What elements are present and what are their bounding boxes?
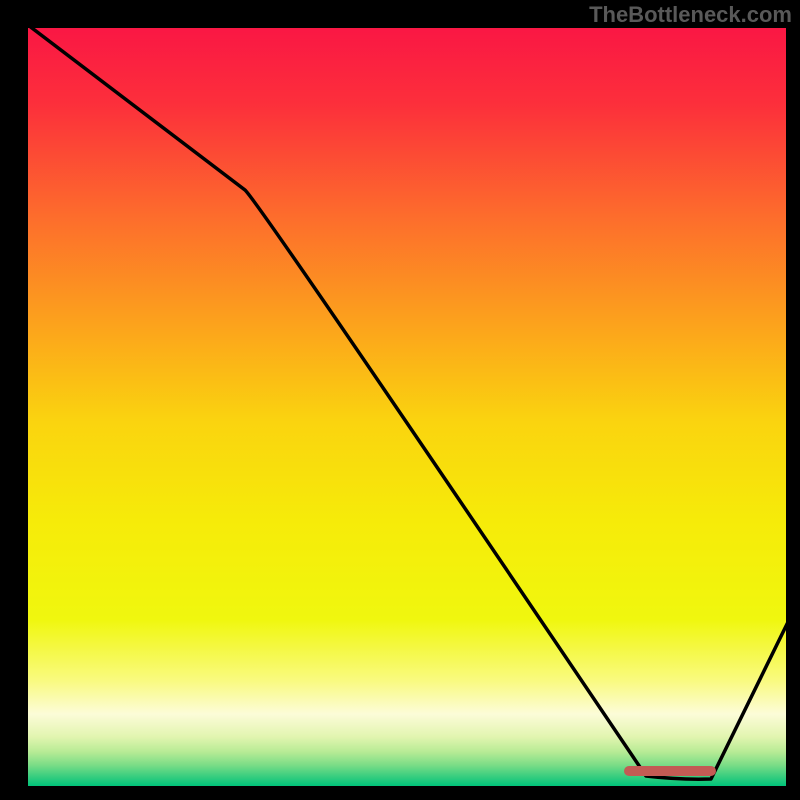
bottleneck-chart <box>0 0 800 800</box>
watermark-text: TheBottleneck.com <box>589 2 792 28</box>
